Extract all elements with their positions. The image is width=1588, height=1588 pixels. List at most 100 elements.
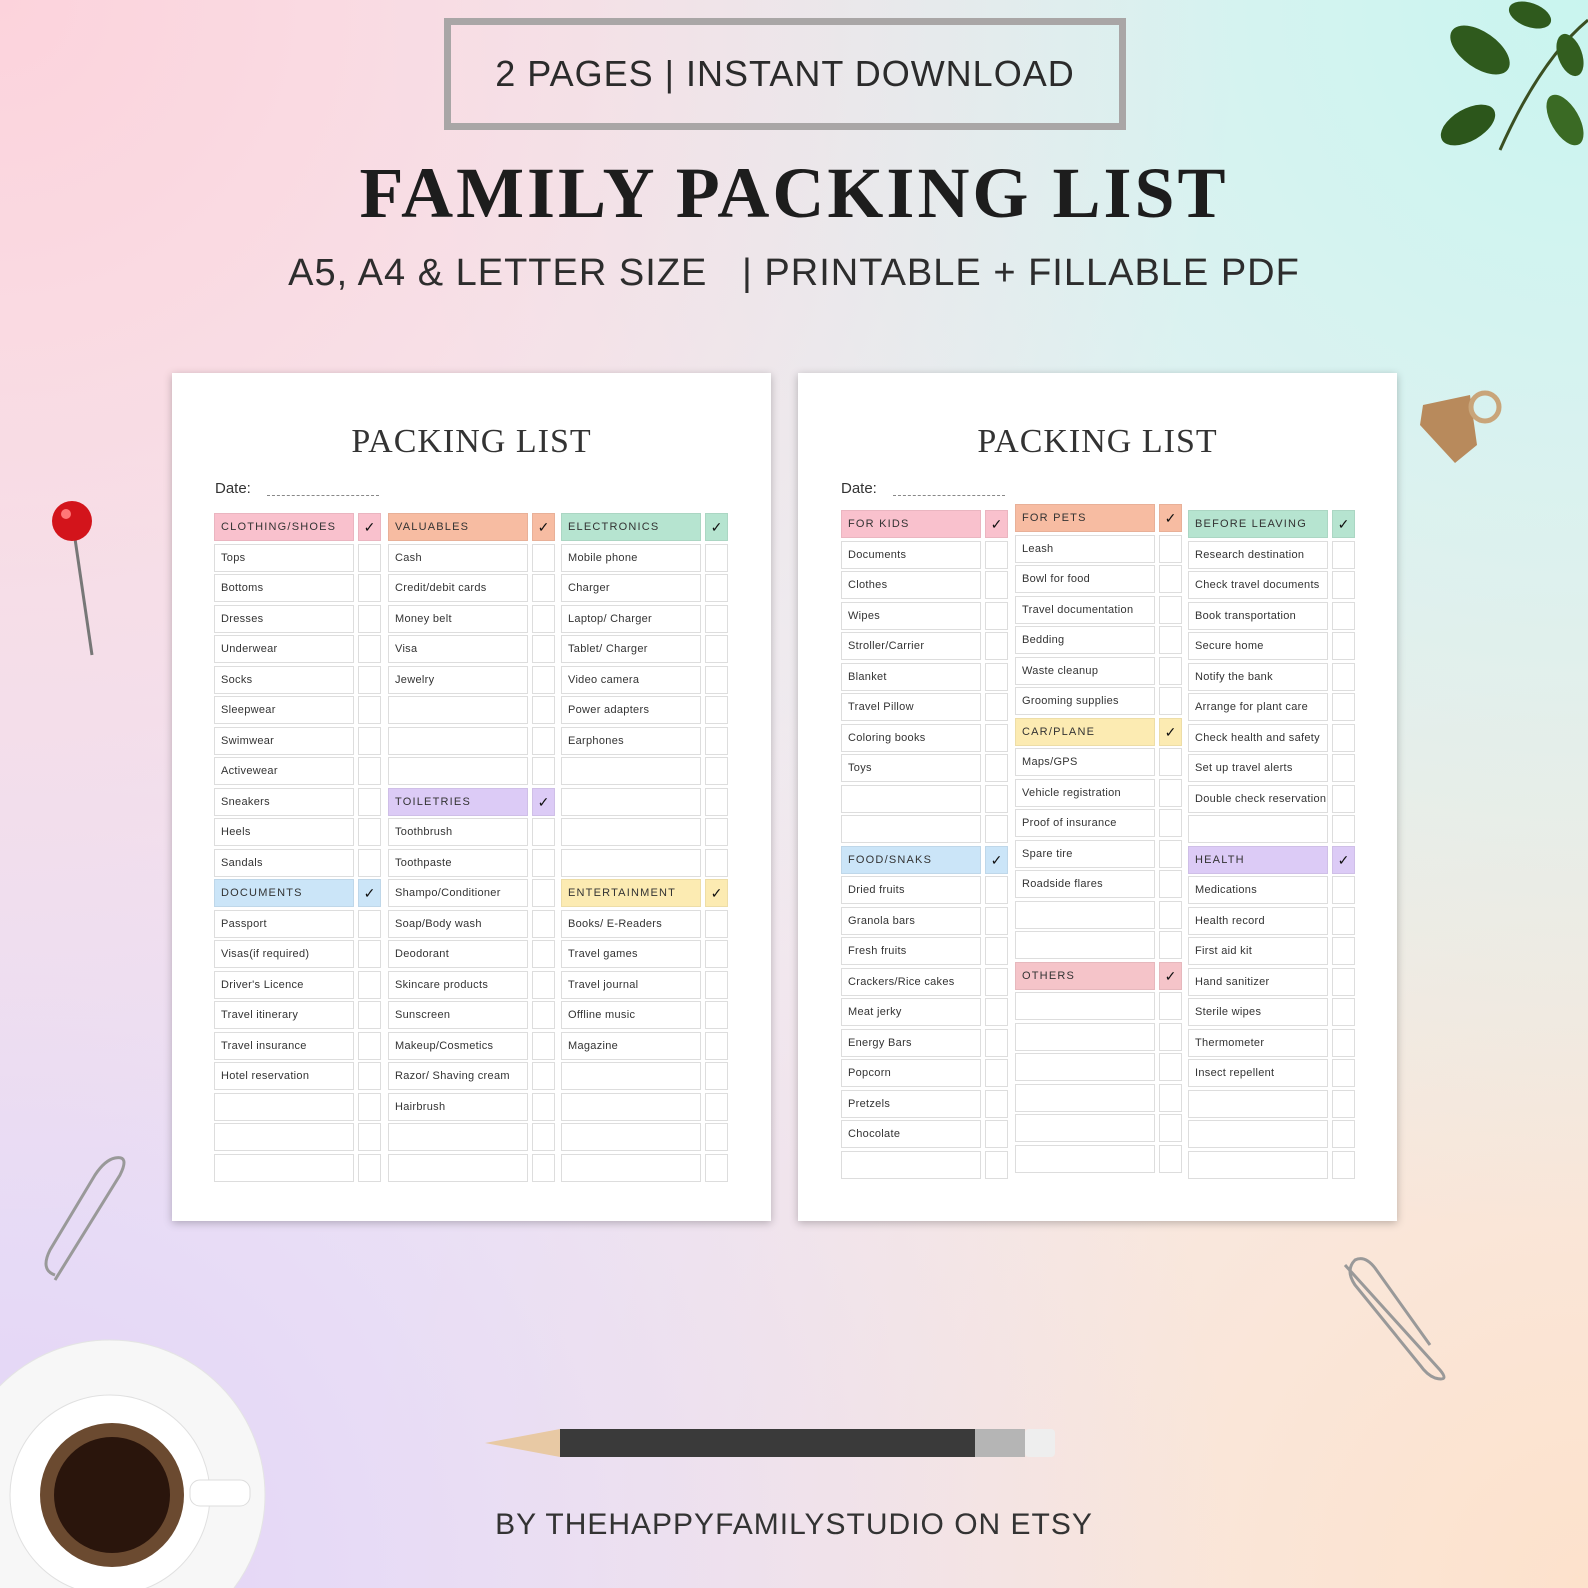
item-checkbox[interactable] — [358, 635, 381, 663]
item-field[interactable]: Crackers/Rice cakes — [841, 967, 981, 996]
item-checkbox[interactable] — [985, 967, 1008, 996]
item-checkbox[interactable] — [985, 571, 1008, 599]
item-field[interactable]: Sterile wipes — [1188, 998, 1328, 1026]
item-checkbox[interactable] — [705, 635, 728, 663]
item-checkbox[interactable] — [532, 574, 555, 602]
item-field[interactable]: Arrange for plant care — [1188, 693, 1328, 721]
item-field[interactable] — [1015, 1022, 1155, 1051]
item-field[interactable]: Razor/ Shaving cream — [388, 1062, 528, 1090]
item-checkbox[interactable] — [532, 848, 555, 877]
item-checkbox[interactable] — [1159, 1022, 1182, 1051]
item-field[interactable]: Activewear — [214, 757, 354, 785]
item-checkbox[interactable] — [1332, 815, 1355, 843]
item-checkbox[interactable] — [705, 665, 728, 694]
item-field[interactable]: Research destination — [1188, 540, 1328, 569]
item-field[interactable]: Visa — [388, 635, 528, 663]
item-field[interactable] — [561, 848, 701, 877]
item-checkbox[interactable] — [532, 1001, 555, 1029]
item-field[interactable]: Hairbrush — [388, 1092, 528, 1121]
item-checkbox[interactable] — [705, 940, 728, 968]
item-checkbox[interactable] — [985, 693, 1008, 721]
item-checkbox[interactable] — [1159, 656, 1182, 685]
item-checkbox[interactable] — [985, 754, 1008, 782]
item-checkbox[interactable] — [705, 848, 728, 877]
item-checkbox[interactable] — [532, 1123, 555, 1151]
item-field[interactable]: Dried fruits — [841, 876, 981, 904]
item-field[interactable]: Earphones — [561, 726, 701, 755]
item-field[interactable]: Insect repellent — [1188, 1059, 1328, 1087]
item-field[interactable]: Notify the bank — [1188, 662, 1328, 691]
item-checkbox[interactable] — [1159, 534, 1182, 563]
item-field[interactable]: Chocolate — [841, 1120, 981, 1148]
item-field[interactable]: Fresh fruits — [841, 937, 981, 965]
item-field[interactable] — [214, 1153, 354, 1182]
item-field[interactable]: Secure home — [1188, 632, 1328, 660]
item-field[interactable]: Bowl for food — [1015, 565, 1155, 593]
item-field[interactable]: Set up travel alerts — [1188, 754, 1328, 782]
item-field[interactable] — [841, 1150, 981, 1179]
item-checkbox[interactable] — [985, 723, 1008, 752]
item-checkbox[interactable] — [532, 909, 555, 938]
item-field[interactable]: Book transportation — [1188, 601, 1328, 630]
item-checkbox[interactable] — [358, 1092, 381, 1121]
item-field[interactable]: Travel journal — [561, 970, 701, 999]
item-field[interactable]: Underwear — [214, 635, 354, 663]
item-checkbox[interactable] — [1332, 1028, 1355, 1057]
item-field[interactable]: Maps/GPS — [1015, 748, 1155, 776]
item-checkbox[interactable] — [358, 909, 381, 938]
item-checkbox[interactable] — [705, 574, 728, 602]
item-checkbox[interactable] — [985, 632, 1008, 660]
item-field[interactable] — [841, 815, 981, 843]
item-checkbox[interactable] — [985, 1089, 1008, 1118]
item-checkbox[interactable] — [705, 970, 728, 999]
item-checkbox[interactable] — [358, 1031, 381, 1060]
item-field[interactable]: Cash — [388, 543, 528, 572]
item-checkbox[interactable] — [705, 1092, 728, 1121]
item-field[interactable] — [1188, 1150, 1328, 1179]
item-checkbox[interactable] — [1159, 565, 1182, 593]
item-field[interactable] — [1188, 815, 1328, 843]
item-field[interactable]: Sandals — [214, 848, 354, 877]
item-checkbox[interactable] — [985, 1059, 1008, 1087]
item-field[interactable]: Driver's Licence — [214, 970, 354, 999]
item-checkbox[interactable] — [532, 696, 555, 724]
item-field[interactable]: Toys — [841, 754, 981, 782]
item-field[interactable]: Offline music — [561, 1001, 701, 1029]
item-field[interactable]: Sunscreen — [388, 1001, 528, 1029]
item-field[interactable]: Travel itinerary — [214, 1001, 354, 1029]
item-checkbox[interactable] — [985, 998, 1008, 1026]
item-checkbox[interactable] — [532, 757, 555, 785]
item-checkbox[interactable] — [705, 1001, 728, 1029]
item-field[interactable]: Popcorn — [841, 1059, 981, 1087]
item-checkbox[interactable] — [532, 970, 555, 999]
item-field[interactable]: Socks — [214, 665, 354, 694]
item-checkbox[interactable] — [532, 940, 555, 968]
item-checkbox[interactable] — [985, 876, 1008, 904]
item-checkbox[interactable] — [1159, 1083, 1182, 1112]
item-checkbox[interactable] — [1159, 809, 1182, 837]
item-field[interactable]: Deodorant — [388, 940, 528, 968]
item-field[interactable]: Swimwear — [214, 726, 354, 755]
item-field[interactable]: Dresses — [214, 604, 354, 633]
item-checkbox[interactable] — [1159, 1114, 1182, 1142]
item-field[interactable] — [1015, 1114, 1155, 1142]
item-checkbox[interactable] — [358, 848, 381, 877]
item-field[interactable]: Roadside flares — [1015, 870, 1155, 898]
item-field[interactable]: Clothes — [841, 571, 981, 599]
item-field[interactable]: Waste cleanup — [1015, 656, 1155, 685]
item-field[interactable]: Books/ E-Readers — [561, 909, 701, 938]
item-checkbox[interactable] — [705, 1062, 728, 1090]
item-field[interactable] — [1015, 1083, 1155, 1112]
item-field[interactable]: Health record — [1188, 906, 1328, 935]
item-field[interactable] — [1015, 1053, 1155, 1081]
item-field[interactable] — [561, 1092, 701, 1121]
item-field[interactable] — [1015, 931, 1155, 959]
item-checkbox[interactable] — [358, 543, 381, 572]
item-checkbox[interactable] — [358, 818, 381, 846]
item-checkbox[interactable] — [358, 1001, 381, 1029]
item-checkbox[interactable] — [1159, 595, 1182, 624]
item-field[interactable]: Leash — [1015, 534, 1155, 563]
item-checkbox[interactable] — [1159, 931, 1182, 959]
item-field[interactable] — [561, 1153, 701, 1182]
item-field[interactable]: Energy Bars — [841, 1028, 981, 1057]
